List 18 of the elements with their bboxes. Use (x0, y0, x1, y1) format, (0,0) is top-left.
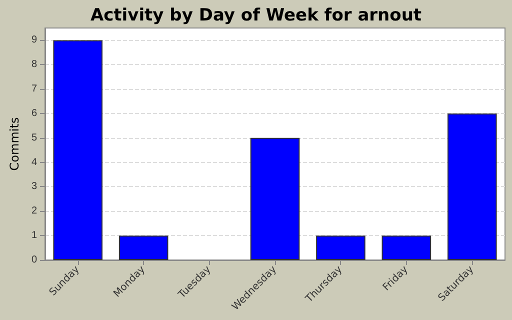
bar (53, 40, 102, 260)
bar (250, 138, 300, 260)
bar (118, 236, 168, 260)
y-tick-label: 0 (31, 254, 38, 266)
y-tick-label: 5 (31, 132, 38, 144)
y-tick-label: 7 (31, 84, 38, 95)
y-tick-label: 2 (31, 206, 38, 217)
y-tick-label: 6 (31, 108, 38, 119)
bar (382, 236, 432, 260)
chart-title: Activity by Day of Week for arnout (90, 6, 422, 26)
bar (316, 236, 366, 260)
y-tick-label: 9 (31, 34, 38, 46)
y-axis-title: Commits (8, 117, 22, 171)
y-tick-label: 1 (31, 230, 38, 242)
y-tick-label: 3 (31, 181, 38, 192)
bar (448, 113, 497, 260)
y-tick-label: 4 (31, 156, 38, 168)
y-tick-label: 8 (31, 59, 38, 70)
